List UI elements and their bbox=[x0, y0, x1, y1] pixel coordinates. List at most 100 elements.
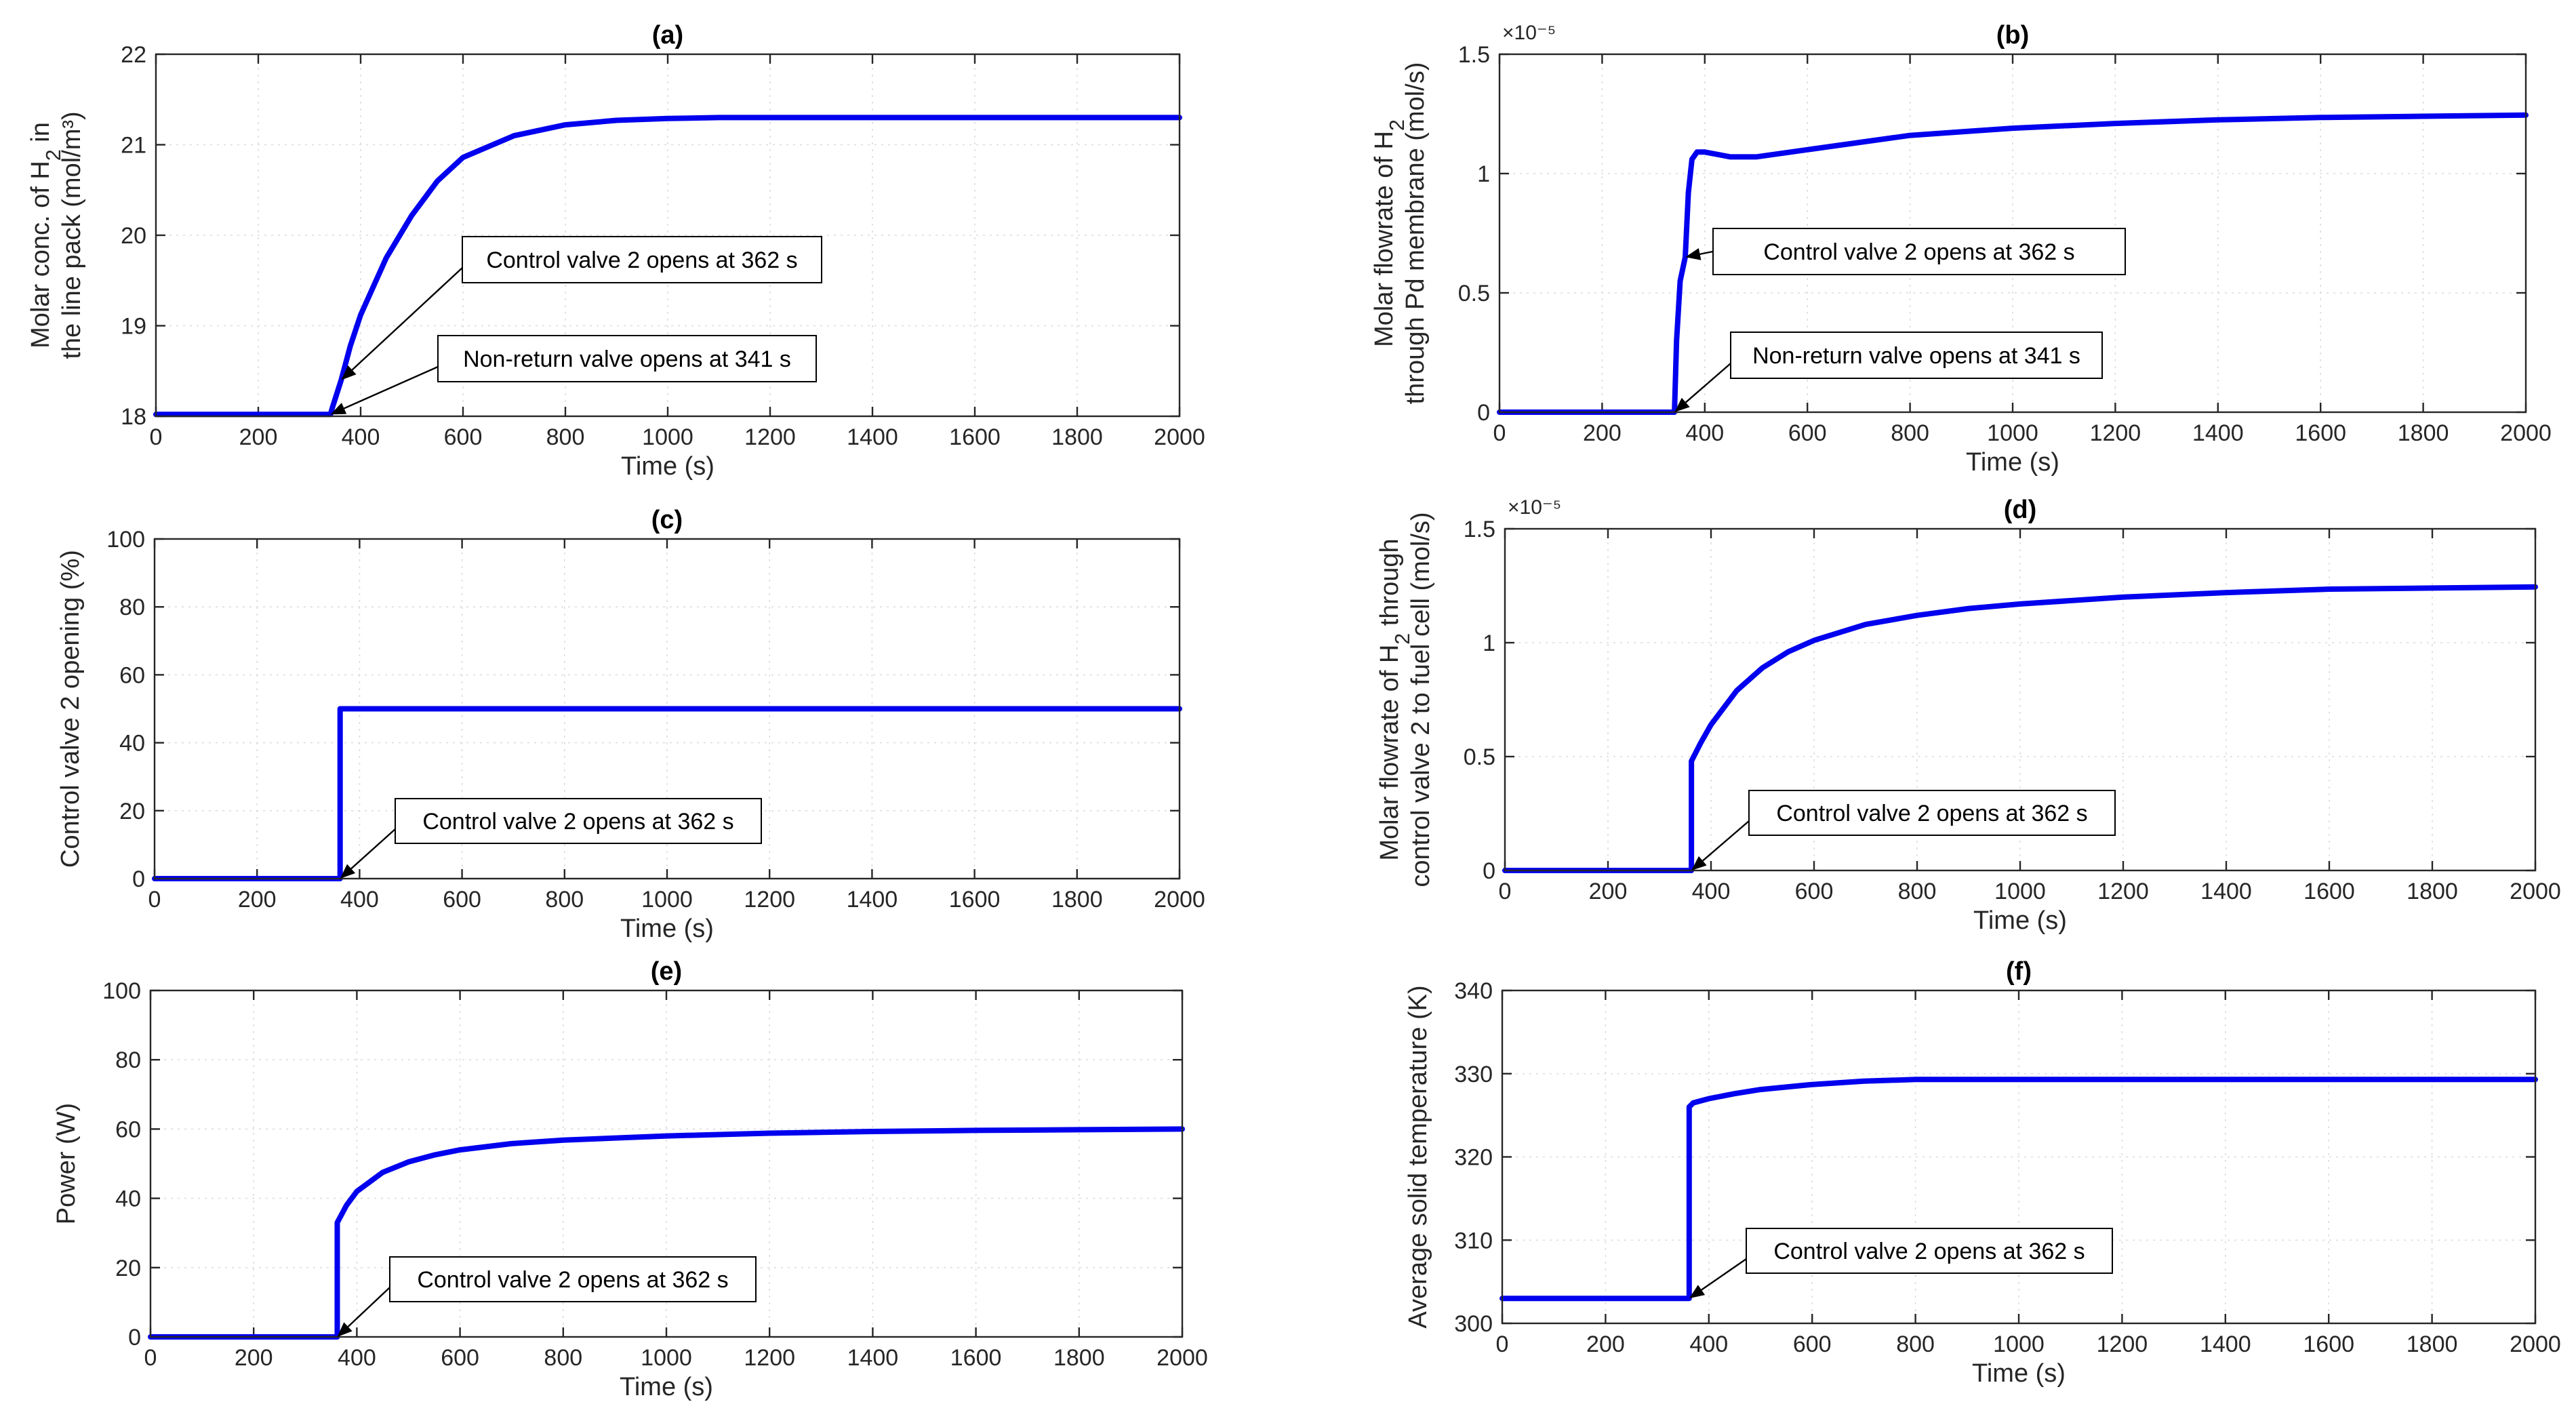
annotation-box bbox=[395, 798, 762, 844]
annotation-arrowhead bbox=[1674, 397, 1690, 412]
series-line-d bbox=[1502, 584, 2538, 873]
x-tick-label: 1600 bbox=[2303, 879, 2355, 904]
x-tick-label: 1400 bbox=[847, 887, 898, 913]
x-tick-label: 800 bbox=[1896, 1331, 1935, 1357]
y-tick-label: 19 bbox=[121, 314, 146, 340]
x-tick-label: 400 bbox=[1685, 420, 1724, 446]
y-tick-label: 300 bbox=[1454, 1311, 1493, 1337]
x-tick-label: 600 bbox=[1793, 1331, 1832, 1357]
axes-frame bbox=[1498, 53, 2527, 414]
x-tick-label: 2000 bbox=[1156, 1345, 1208, 1371]
x-tick-label: 1800 bbox=[2407, 1331, 2458, 1357]
axes-frame bbox=[153, 538, 1181, 880]
x-tick-label: 1400 bbox=[847, 424, 898, 450]
chart-d: 0 200 400 600 800 1000 1200 1400 1600 1800 2000 0 0.… bbox=[1375, 496, 2561, 935]
x-tick-label: 1200 bbox=[744, 887, 795, 913]
x-tick-label: 600 bbox=[441, 1345, 479, 1371]
y-tick-label: 0 bbox=[1477, 400, 1490, 426]
x-tick-label: 200 bbox=[239, 424, 278, 450]
y-tick-label: 1.5 bbox=[1458, 42, 1490, 68]
x-tick-label: 1000 bbox=[1994, 879, 2046, 904]
x-tick-label: 200 bbox=[1589, 879, 1628, 904]
y-axis-label: through Pd membrane (mol/s) bbox=[1401, 62, 1430, 405]
chart-c: 0 200 400 600 800 1000 1200 1400 1600 1800 2000 0 20… bbox=[56, 506, 1205, 943]
annotation-arrowhead bbox=[1685, 248, 1702, 260]
x-tick-label: 0 bbox=[1499, 879, 1512, 904]
x-tick-label: 800 bbox=[544, 1345, 582, 1371]
x-axis-label: Time (s) bbox=[1966, 448, 2059, 477]
chart-f: 0 200 400 600 800 1000 1200 1400 1600 1800 2000 300… bbox=[1404, 957, 2561, 1388]
y-tick-label: 21 bbox=[121, 133, 146, 159]
annotation-arrow bbox=[1702, 820, 1750, 862]
y-axis-exponent: ×10⁻⁵ bbox=[1508, 496, 1561, 519]
annotation-arrow bbox=[347, 1287, 390, 1327]
y-tick-label: 80 bbox=[119, 595, 145, 620]
annotation-box bbox=[1746, 1228, 2113, 1274]
annotation-arrowhead bbox=[1689, 1285, 1706, 1299]
y-tick-label: 1.5 bbox=[1464, 517, 1495, 542]
x-axis-label: Time (s) bbox=[620, 1373, 713, 1401]
series-line-b bbox=[1497, 112, 2529, 415]
x-tick-label: 200 bbox=[1583, 420, 1622, 446]
x-tick-label: 1400 bbox=[2200, 879, 2252, 904]
annotation-text: Non-return valve opens at 341 s bbox=[463, 346, 791, 372]
series-line-e bbox=[148, 1126, 1185, 1340]
axes-frame bbox=[155, 53, 1181, 418]
x-axis-label: Time (s) bbox=[1972, 1359, 2066, 1388]
x-tick-label: 1000 bbox=[1987, 420, 2038, 446]
x-tick-label: 1600 bbox=[949, 887, 1001, 913]
x-tick-label: 1200 bbox=[2090, 420, 2141, 446]
annotation-arrowhead bbox=[341, 365, 357, 380]
y-tick-label: 0 bbox=[1483, 858, 1495, 884]
chart-title: (e) bbox=[651, 957, 682, 986]
y-tick-label: 330 bbox=[1454, 1062, 1493, 1087]
annotation-box bbox=[437, 335, 817, 382]
x-tick-label: 1600 bbox=[950, 1345, 1002, 1371]
annotation-text: Control valve 2 opens at 362 s bbox=[486, 247, 797, 273]
y-tick-label: 40 bbox=[115, 1186, 141, 1212]
y-tick-label: 0 bbox=[128, 1325, 141, 1350]
x-tick-label: 400 bbox=[342, 424, 380, 450]
axes-frame bbox=[1504, 527, 2537, 872]
annotation-arrowhead bbox=[330, 403, 347, 415]
y-axis-label: the line pack (mol/m³) bbox=[58, 111, 86, 359]
x-axis-label: Time (s) bbox=[620, 915, 714, 943]
x-tick-label: 0 bbox=[144, 1345, 157, 1371]
axes-frame bbox=[149, 989, 1184, 1338]
x-tick-label: 2000 bbox=[1154, 424, 1205, 450]
axes-frame bbox=[1501, 989, 2537, 1325]
x-tick-label: 800 bbox=[1891, 420, 1929, 446]
chart-e: 0 200 400 600 800 1000 1200 1400 1600 1800 2000 0 20… bbox=[52, 957, 1208, 1401]
x-tick-label: 2000 bbox=[1154, 887, 1205, 913]
series-line-f bbox=[1500, 1077, 2538, 1302]
x-tick-label: 1000 bbox=[641, 887, 693, 913]
x-tick-label: 400 bbox=[1689, 1331, 1728, 1357]
x-tick-label: 1800 bbox=[1051, 887, 1103, 913]
y-tick-label: 40 bbox=[119, 731, 145, 757]
x-tick-label: 1800 bbox=[2398, 420, 2449, 446]
chart-b: 0 200 400 600 800 1000 1200 1400 1600 1800 2000 0 0.… bbox=[1370, 21, 2552, 477]
x-tick-label: 1000 bbox=[641, 1345, 692, 1371]
annotation-arrowhead bbox=[337, 1322, 353, 1337]
annotation-box bbox=[1730, 332, 2103, 379]
annotation-arrow bbox=[350, 828, 396, 870]
x-tick-label: 1800 bbox=[1053, 1345, 1105, 1371]
annotation-arrow bbox=[1685, 363, 1731, 403]
annotation-text: Control valve 2 opens at 362 s bbox=[1776, 801, 2087, 826]
x-tick-label: 800 bbox=[545, 887, 584, 913]
y-axis-label: Molar flowrate of H2 through bbox=[1375, 538, 1414, 860]
x-tick-label: 200 bbox=[235, 1345, 273, 1371]
y-tick-label: 320 bbox=[1454, 1145, 1493, 1171]
annotation-text: Control valve 2 opens at 362 s bbox=[1763, 239, 2074, 265]
annotation-box bbox=[389, 1256, 757, 1302]
chart-title: (a) bbox=[652, 21, 683, 49]
y-tick-label: 0 bbox=[132, 866, 145, 892]
y-tick-label: 60 bbox=[115, 1117, 141, 1142]
x-tick-label: 200 bbox=[1586, 1331, 1625, 1357]
y-tick-label: 1 bbox=[1477, 161, 1490, 187]
x-tick-label: 1000 bbox=[642, 424, 693, 450]
x-tick-label: 0 bbox=[1493, 420, 1506, 446]
y-tick-label: 340 bbox=[1454, 978, 1493, 1004]
x-tick-label: 1200 bbox=[2097, 1331, 2148, 1357]
